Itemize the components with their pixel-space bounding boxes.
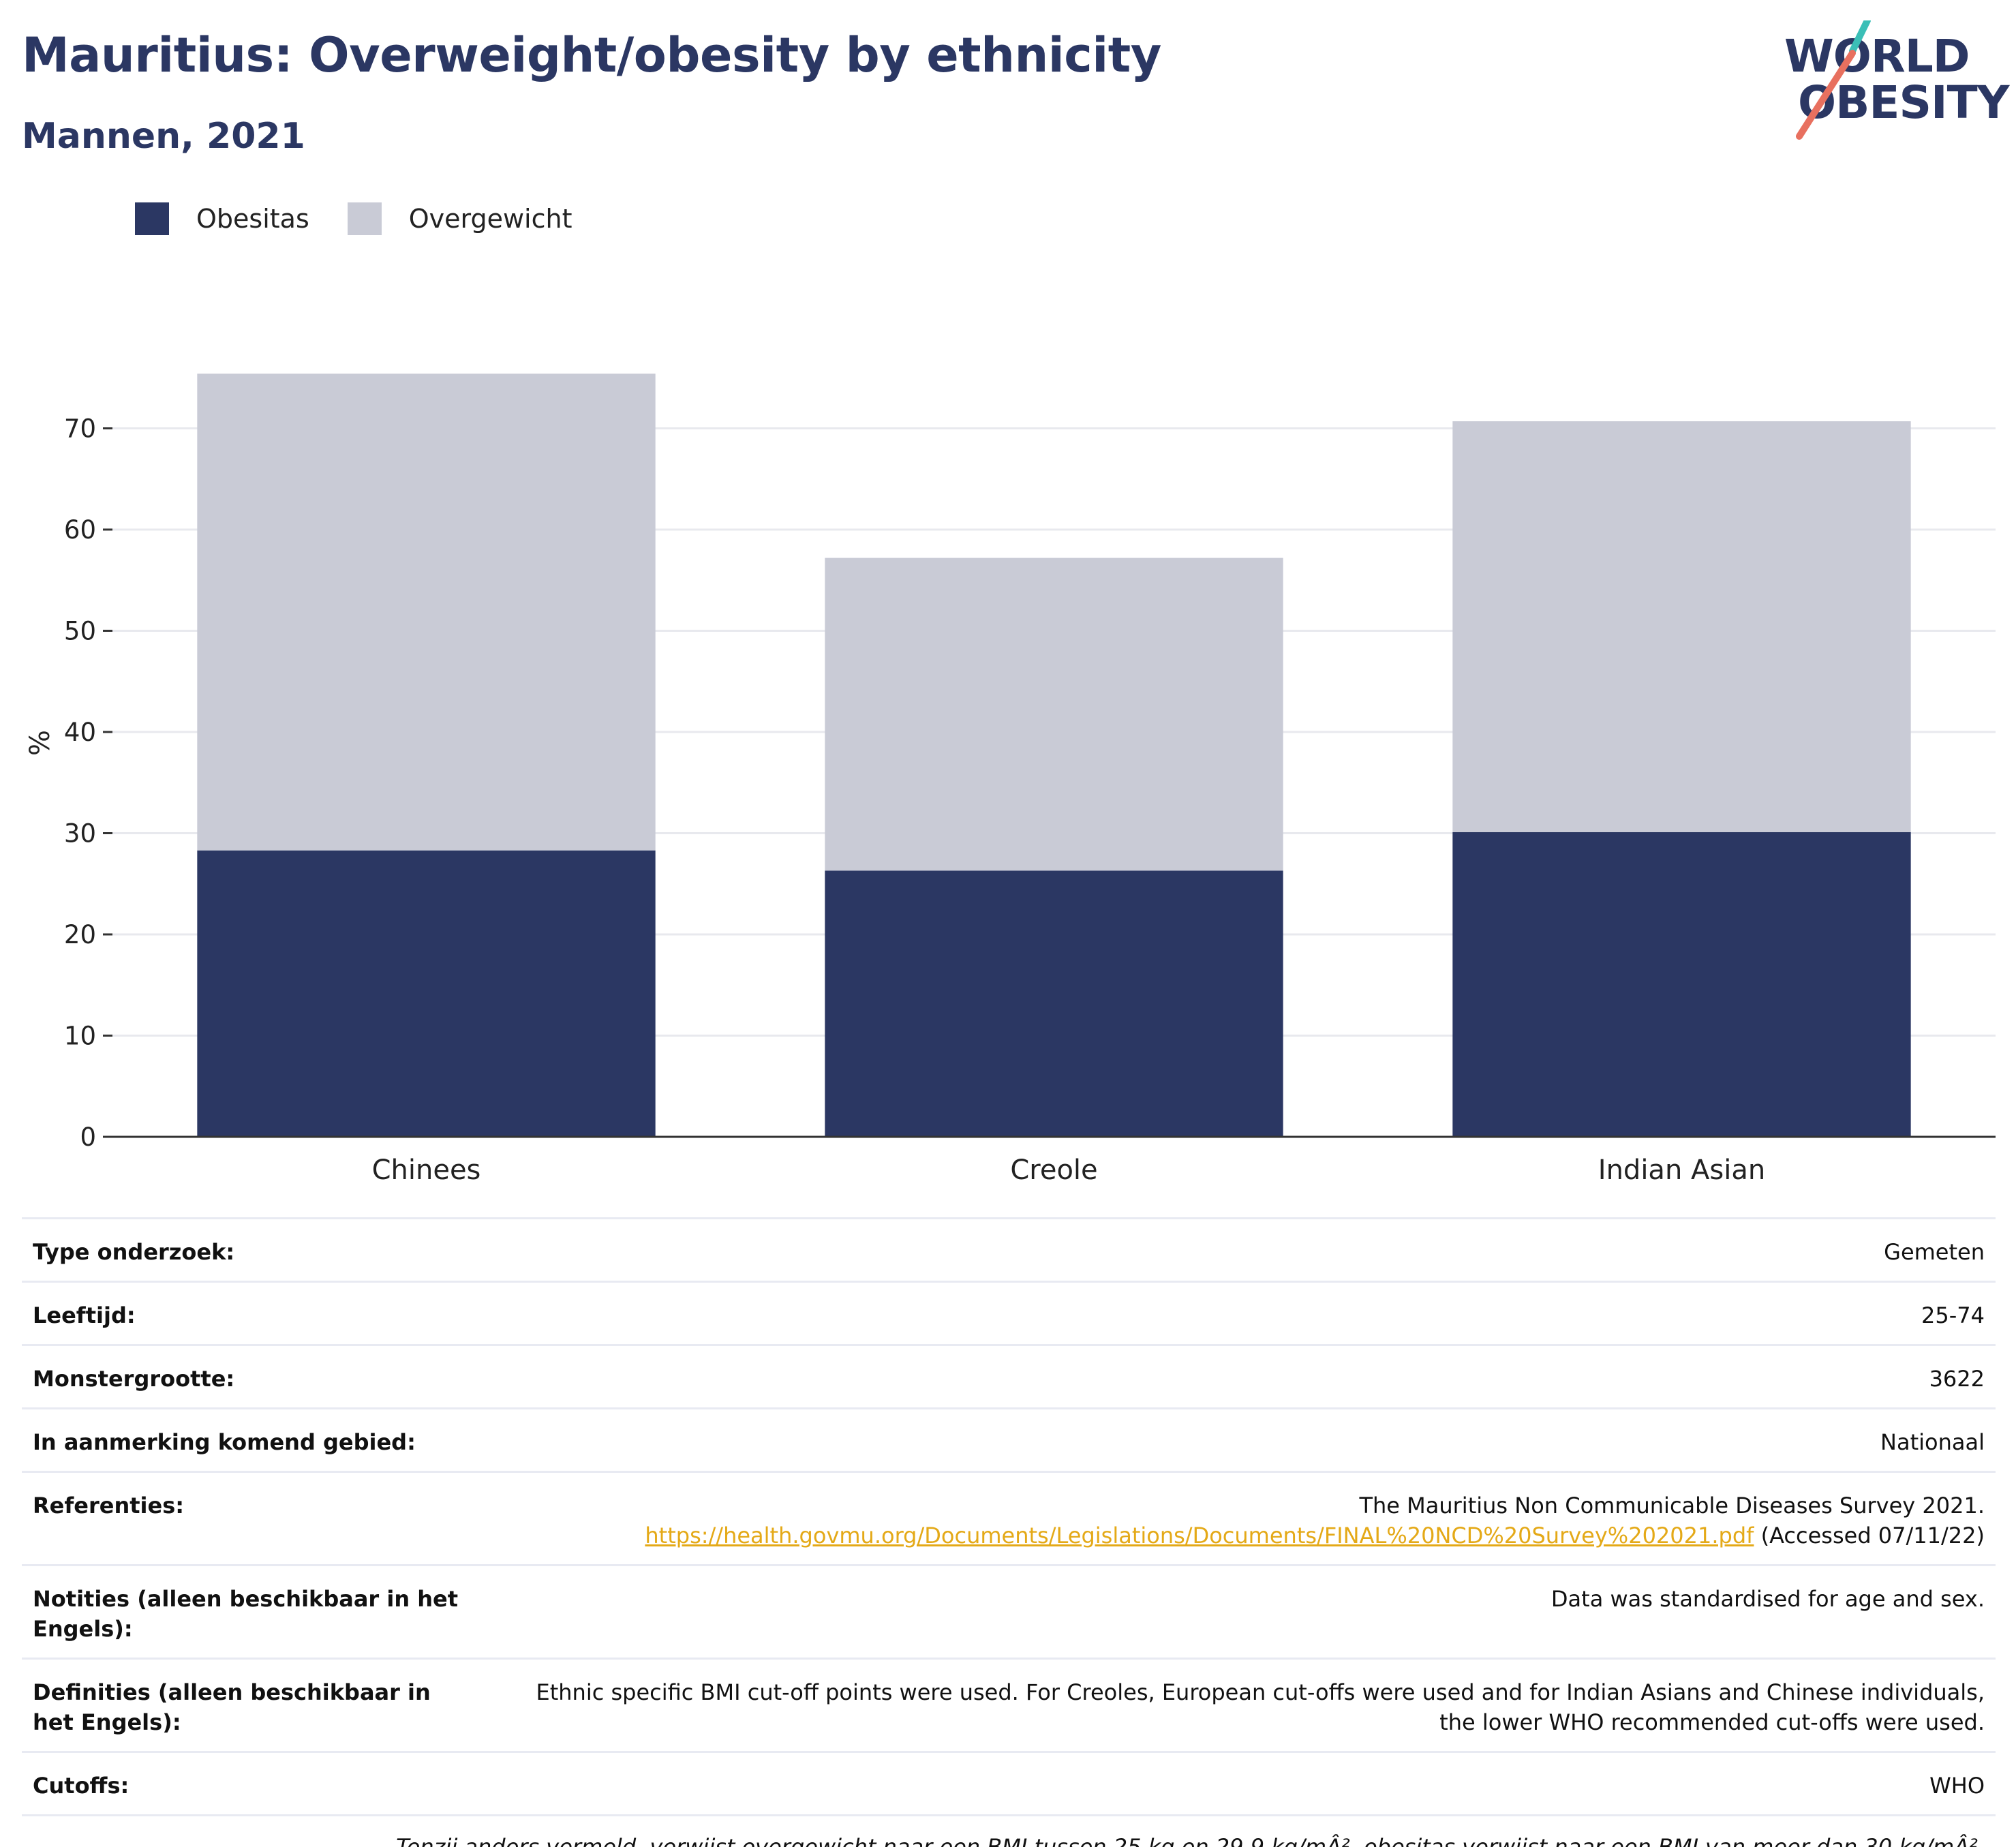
info-value: Data was standardised for age and sex. xyxy=(1551,1586,1985,1612)
chart-subtitle: Mannen, 2021 xyxy=(22,116,305,157)
stacked-bar-chart: 0 10 20 30 40 50 60 70 Chinees Creole Indian Asian… xyxy=(25,373,1996,1186)
bmi-footnote: Tenzij anders vermeld, verwijst overgewi… xyxy=(22,1814,1996,1847)
chart-title: Mauritius: Overweight/obesity by ethnici… xyxy=(22,27,1161,83)
reference-title: The Mauritius Non Communicable Diseases … xyxy=(1359,1493,1985,1518)
info-value: Ethnic specific BMI cut-off points were … xyxy=(536,1677,1985,1737)
info-row-area: In aanmerking komend gebied: Nationaal xyxy=(22,1407,1996,1471)
y-tick-label: 30 xyxy=(64,819,96,849)
info-value: The Mauritius Non Communicable Diseases … xyxy=(645,1491,1985,1551)
info-row-definitions: Definities (alleen beschikbaar in het En… xyxy=(22,1658,1996,1751)
info-value: 25-74 xyxy=(1921,1302,1985,1328)
y-tick-label: 70 xyxy=(64,414,96,444)
world-obesity-logo: WORLD OBESITY xyxy=(1779,20,2009,143)
reference-line: https://health.govmu.org/Documents/Legis… xyxy=(645,1521,1985,1551)
bar-overgewicht-creole[interactable] xyxy=(825,558,1283,871)
info-value: 3622 xyxy=(1929,1366,1985,1392)
info-row-type: Type onderzoek: Gemeten xyxy=(22,1217,1996,1281)
bar-overgewicht-indian-asian[interactable] xyxy=(1452,421,1911,833)
info-row-references: Referenties: The Mauritius Non Communica… xyxy=(22,1471,1996,1564)
bar-obesitas-indian-asian[interactable] xyxy=(1452,832,1911,1137)
logo-slash-icon xyxy=(1796,20,1871,140)
y-tick-label: 0 xyxy=(80,1123,96,1152)
reference-link[interactable]: https://health.govmu.org/Documents/Legis… xyxy=(645,1523,1754,1548)
info-row-cutoffs: Cutoffs: WHO xyxy=(22,1751,1996,1814)
y-tick-label: 50 xyxy=(64,617,96,646)
x-category-label: Chinees xyxy=(372,1155,481,1186)
chart-legend: Obesitas Overgewicht xyxy=(135,202,611,235)
y-tick-label: 20 xyxy=(64,920,96,949)
legend-swatch-overgewicht xyxy=(347,202,382,235)
info-key: Cutoffs: xyxy=(33,1773,129,1799)
info-value: Gemeten xyxy=(1884,1239,1985,1265)
y-tick-label: 40 xyxy=(64,718,96,747)
info-value: Nationaal xyxy=(1880,1429,1985,1455)
logo-text-world: WORLD xyxy=(1784,30,1970,82)
info-key: In aanmerking komend gebied: xyxy=(33,1429,416,1455)
legend-item-obesitas[interactable]: Obesitas xyxy=(135,202,309,235)
info-key: Monstergrootte: xyxy=(33,1366,235,1392)
legend-item-overgewicht[interactable]: Overgewicht xyxy=(347,202,572,235)
y-tick-label: 60 xyxy=(64,515,96,545)
bar-overgewicht-chinees[interactable] xyxy=(197,373,656,851)
axes: 0 10 20 30 40 50 60 70 Chinees Creole Indian Asian xyxy=(64,414,1996,1186)
reference-accessed: (Accessed 07/11/22) xyxy=(1754,1523,1985,1548)
definitions-line: the lower WHO recommended cut-offs were … xyxy=(1439,1709,1985,1735)
bar-obesitas-creole[interactable] xyxy=(825,870,1283,1137)
y-tick-label: 10 xyxy=(64,1022,96,1051)
x-category-label: Indian Asian xyxy=(1598,1155,1765,1186)
info-row-age: Leeftijd: 25-74 xyxy=(22,1281,1996,1344)
bars xyxy=(197,373,1911,1137)
y-axis-title: % xyxy=(25,730,56,756)
info-key: Notities (alleen beschikbaar in het Enge… xyxy=(33,1586,459,1642)
info-key: Definities (alleen beschikbaar in het En… xyxy=(33,1679,431,1735)
x-category-label: Creole xyxy=(1010,1155,1097,1186)
legend-label-overgewicht: Overgewicht xyxy=(408,204,572,234)
info-table: Type onderzoek: Gemeten Leeftijd: 25-74 … xyxy=(22,1217,1996,1847)
legend-swatch-obesitas xyxy=(135,202,169,235)
info-key: Type onderzoek: xyxy=(33,1239,235,1265)
info-key: Referenties: xyxy=(33,1493,185,1518)
info-row-sample-size: Monstergrootte: 3622 xyxy=(22,1344,1996,1407)
definitions-line: Ethnic specific BMI cut-off points were … xyxy=(536,1679,1985,1705)
info-row-notes: Notities (alleen beschikbaar in het Enge… xyxy=(22,1564,1996,1658)
info-key: Leeftijd: xyxy=(33,1302,136,1328)
legend-label-obesitas: Obesitas xyxy=(196,204,309,234)
bar-obesitas-chinees[interactable] xyxy=(197,850,656,1137)
info-value: WHO xyxy=(1929,1773,1985,1799)
